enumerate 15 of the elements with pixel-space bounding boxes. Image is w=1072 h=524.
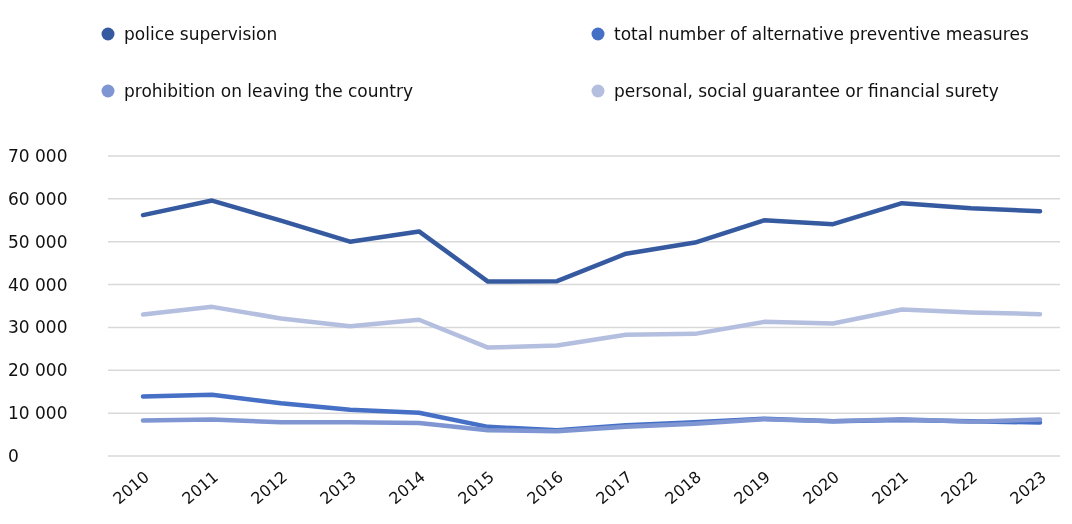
y-tick-label: 70 000: [8, 146, 68, 167]
y-tick-label: 30 000: [8, 317, 68, 338]
line-series: [140, 304, 1043, 350]
line-series: [140, 198, 1043, 284]
y-tick-label: 10 000: [8, 403, 68, 424]
line-series: [140, 416, 1043, 434]
y-tick-label: 0: [8, 446, 19, 467]
legend-label: police supervision: [124, 23, 278, 44]
y-tick-label: 60 000: [8, 188, 68, 209]
y-tick-label: 40 000: [8, 274, 68, 295]
y-tick-label: 20 000: [8, 360, 68, 381]
y-tick-label: 50 000: [8, 231, 68, 252]
legend-label: prohibition on leaving the country: [124, 80, 414, 101]
legend-label: personal, social guarantee or financial surety: [614, 80, 999, 101]
legend-label: total number of alternative preventive measures: [614, 23, 1029, 44]
